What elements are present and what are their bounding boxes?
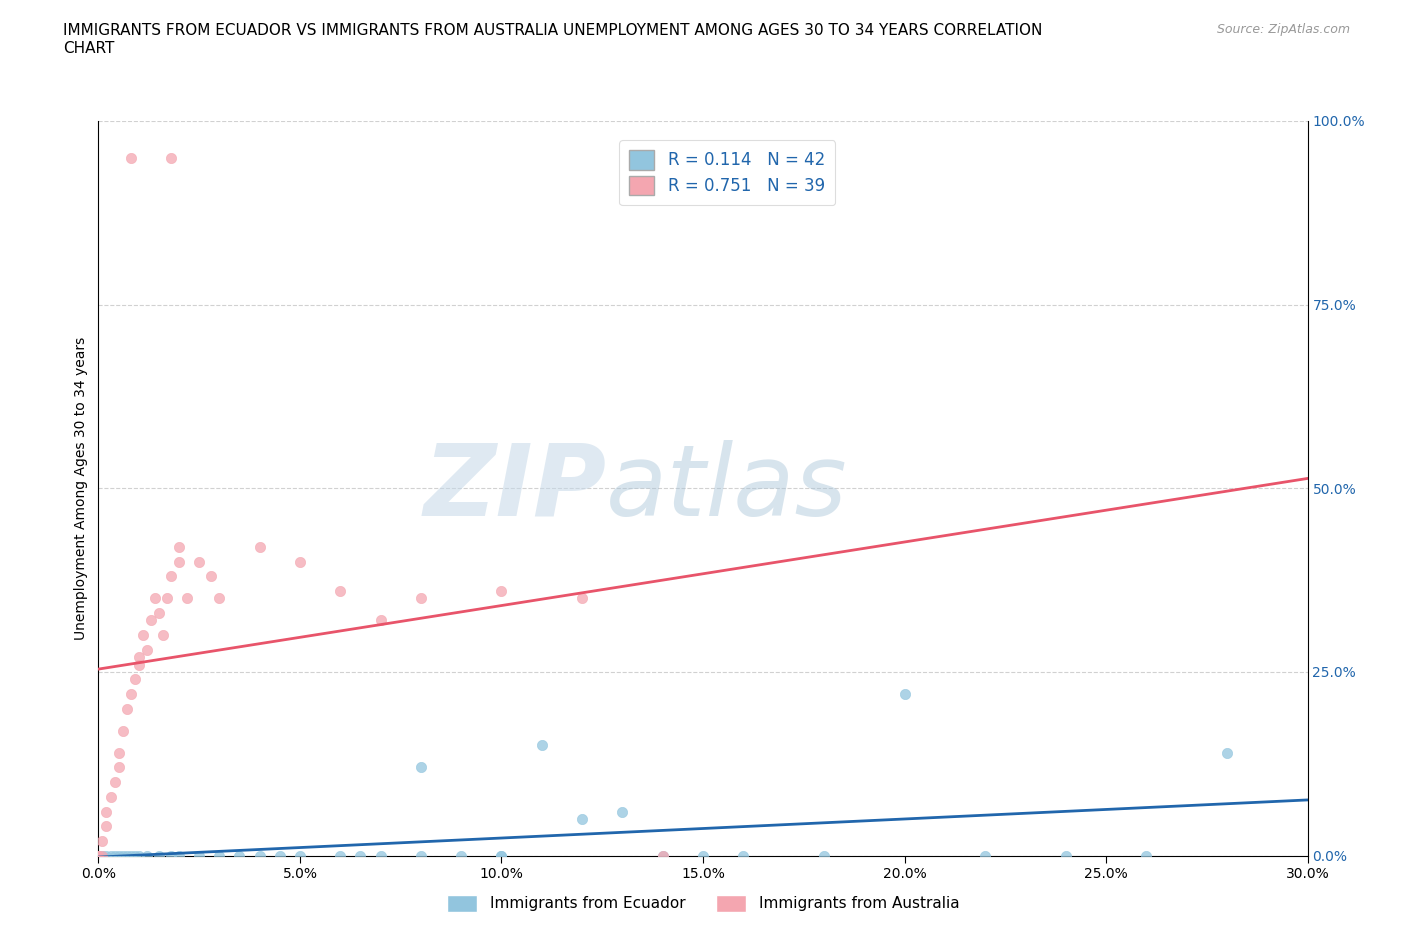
Point [409, 760, 432, 775]
Point [120, 848, 142, 863]
Point [893, 686, 915, 701]
Point [87, 848, 110, 863]
Point [96, 818, 118, 833]
Point [87, 848, 110, 863]
Point [115, 701, 138, 716]
Point [612, 804, 634, 819]
Point [87, 848, 110, 863]
Point [128, 848, 150, 863]
Text: IMMIGRANTS FROM ECUADOR VS IMMIGRANTS FROM AUSTRALIA UNEMPLOYMENT AMONG AGES 30 : IMMIGRANTS FROM ECUADOR VS IMMIGRANTS FR… [63, 23, 1043, 56]
Point [128, 650, 150, 665]
Point [208, 848, 231, 863]
Point [249, 848, 271, 863]
Point [111, 724, 134, 738]
Point [370, 848, 392, 863]
Point [571, 811, 593, 827]
Point [188, 554, 211, 569]
Point [96, 804, 118, 819]
Point [1135, 848, 1157, 863]
Point [249, 539, 271, 554]
Point [132, 628, 155, 643]
Point [115, 848, 138, 863]
Point [111, 848, 134, 863]
Point [91, 848, 114, 863]
Point [143, 591, 166, 606]
Point [651, 848, 673, 863]
Point [91, 848, 114, 863]
Point [135, 848, 157, 863]
Point [103, 775, 125, 790]
Y-axis label: Unemployment Among Ages 30 to 34 years: Unemployment Among Ages 30 to 34 years [75, 337, 89, 640]
Point [87, 848, 110, 863]
Point [120, 686, 142, 701]
Point [103, 848, 125, 863]
Point [176, 591, 198, 606]
Point [813, 848, 835, 863]
Point [349, 848, 371, 863]
Point [288, 848, 311, 863]
Point [135, 643, 157, 658]
Point [409, 848, 432, 863]
Point [530, 738, 553, 753]
Point [228, 848, 250, 863]
Point [160, 569, 183, 584]
Point [167, 539, 190, 554]
Point [288, 554, 311, 569]
Point [124, 671, 146, 686]
Point [188, 848, 211, 863]
Point [148, 605, 170, 620]
Point [329, 584, 352, 599]
Point [1216, 745, 1239, 760]
Point [107, 848, 129, 863]
Point [200, 569, 222, 584]
Point [100, 790, 122, 804]
Point [208, 591, 231, 606]
Point [156, 591, 179, 606]
Point [651, 848, 673, 863]
Point [167, 554, 190, 569]
Point [139, 613, 162, 628]
Point [1054, 848, 1077, 863]
Point [491, 848, 513, 863]
Point [87, 848, 110, 863]
Point [571, 591, 593, 606]
Point [491, 848, 513, 863]
Point [167, 848, 190, 863]
Point [148, 848, 170, 863]
Point [733, 848, 755, 863]
Text: ZIP: ZIP [423, 440, 606, 537]
Point [329, 848, 352, 863]
Point [409, 591, 432, 606]
Point [370, 613, 392, 628]
Legend: R = 0.114   N = 42, R = 0.751   N = 39: R = 0.114 N = 42, R = 0.751 N = 39 [620, 140, 835, 206]
Point [450, 848, 472, 863]
Point [152, 628, 174, 643]
Point [107, 745, 129, 760]
Point [124, 848, 146, 863]
Point [128, 658, 150, 672]
Legend: Immigrants from Ecuador, Immigrants from Australia: Immigrants from Ecuador, Immigrants from… [440, 889, 966, 918]
Point [160, 848, 183, 863]
Point [107, 760, 129, 775]
Point [120, 150, 142, 166]
Point [96, 848, 118, 863]
Point [974, 848, 997, 863]
Point [692, 848, 714, 863]
Point [269, 848, 291, 863]
Point [91, 833, 114, 848]
Point [160, 150, 183, 166]
Text: atlas: atlas [606, 440, 848, 537]
Point [491, 584, 513, 599]
Text: Source: ZipAtlas.com: Source: ZipAtlas.com [1216, 23, 1350, 36]
Point [100, 848, 122, 863]
